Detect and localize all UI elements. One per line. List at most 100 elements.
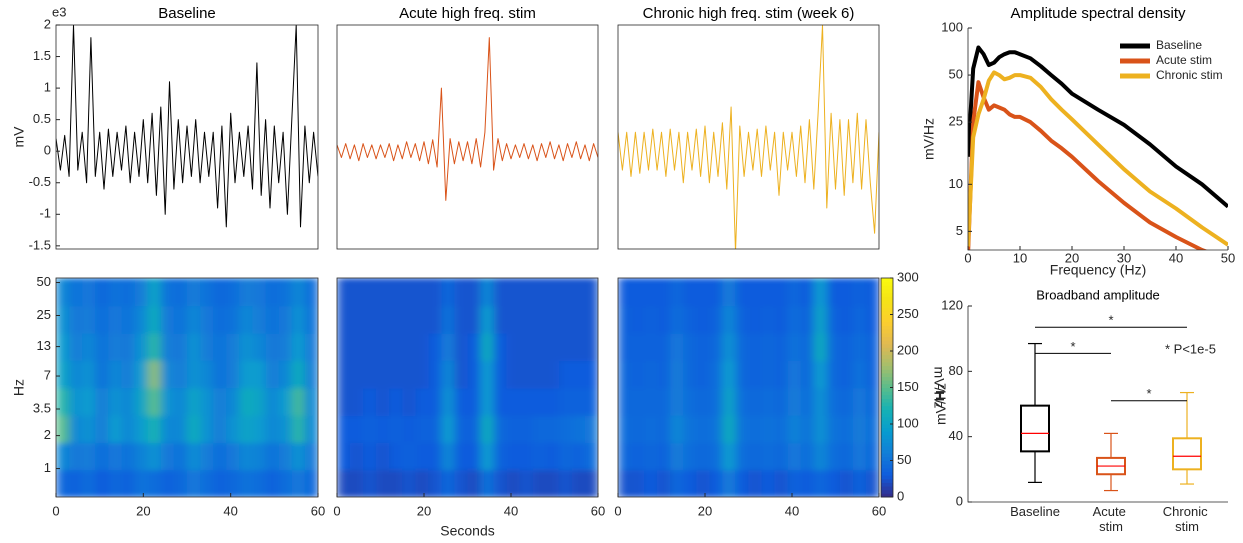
heatmap-cell <box>735 387 750 416</box>
heatmap-cell <box>480 442 495 471</box>
heatmap-cell <box>774 387 789 416</box>
y-tick-label: 120 <box>941 297 963 312</box>
heatmap-cell <box>467 305 482 334</box>
x-tick-label: 20 <box>417 503 431 518</box>
heatmap-cell <box>350 469 364 497</box>
y-tick-label: 40 <box>949 428 963 443</box>
heatmap-cell <box>571 415 586 444</box>
heatmap-cell <box>108 469 123 497</box>
legend-label: Acute stim <box>1156 53 1212 67</box>
heatmap-cell <box>735 469 750 497</box>
heatmap-cell <box>519 360 534 389</box>
heatmap-cell <box>363 442 377 471</box>
y-tick-label: 10 <box>949 176 963 191</box>
heatmap-cell <box>82 360 96 389</box>
heatmap-cell <box>121 278 136 307</box>
heatmap-cell <box>376 469 390 497</box>
heatmap-cell <box>389 333 403 361</box>
heatmap-cell <box>291 360 306 389</box>
heatmap-cell <box>363 333 377 361</box>
heatmap-cell <box>441 305 456 334</box>
y-tick-label: 2 <box>44 16 51 31</box>
heatmap-cell <box>467 278 482 307</box>
colorbar-step <box>881 478 893 483</box>
heatmap-cell <box>748 442 763 471</box>
heatmap-cells <box>618 278 879 497</box>
heatmap-cell <box>291 387 306 416</box>
colorbar-tick-label: 50 <box>897 452 911 467</box>
heatmap-cell <box>571 278 586 307</box>
heatmap-cell <box>454 333 469 361</box>
heatmap-cell <box>389 305 403 334</box>
heatmap-cell <box>350 415 364 444</box>
heatmap-cell <box>618 333 632 361</box>
heatmap-cell <box>173 305 188 334</box>
heatmap-cell <box>826 415 841 444</box>
heatmap-cell <box>618 442 632 471</box>
heatmap-cell <box>278 360 293 389</box>
heatmap-cell <box>519 469 534 497</box>
axes-frame <box>55 277 319 498</box>
heatmap-cell <box>774 415 789 444</box>
heatmap-cell <box>657 278 671 307</box>
heatmap-cell <box>865 278 879 307</box>
heatmap-cell <box>121 415 136 444</box>
y-tick-label: 0 <box>956 493 963 508</box>
heatmap-cell <box>558 442 573 471</box>
heatmap-cell <box>56 278 70 307</box>
y-tick-label: 5 <box>956 223 963 238</box>
heatmap-cell <box>761 442 776 471</box>
heatmap-cell <box>683 442 697 471</box>
heatmap-cell <box>173 442 188 471</box>
heatmap-cell <box>239 360 254 389</box>
heatmap-cell <box>467 360 482 389</box>
heatmap-cell <box>787 333 802 361</box>
heatmap-cell <box>644 333 658 361</box>
heatmap-cell <box>558 387 573 416</box>
heatmap-cell <box>493 442 508 471</box>
heatmap-cell <box>226 333 240 361</box>
heatmap-cell <box>480 333 495 361</box>
y-tick-label: 7 <box>44 367 51 382</box>
heatmap-cell <box>558 278 573 307</box>
heatmap-cell <box>813 333 828 361</box>
heatmap-cell <box>545 305 560 334</box>
heatmap-cell <box>173 278 188 307</box>
heatmap-cell <box>415 387 429 416</box>
heatmap-cell <box>252 469 267 497</box>
colorbar-step <box>881 486 893 491</box>
heatmap-cell <box>415 305 429 334</box>
heatmap-cell <box>800 387 815 416</box>
heatmap-cell <box>134 305 149 334</box>
heatmap-cell <box>584 387 598 416</box>
x-tick-label: 20 <box>1065 250 1079 265</box>
heatmap-cell <box>571 360 586 389</box>
y-tick-label: 3.5 <box>33 400 51 415</box>
heatmap-cell <box>631 387 645 416</box>
heatmap-cell <box>187 387 201 416</box>
plot-area <box>618 25 879 249</box>
heatmap-cell <box>95 333 109 361</box>
heatmap-cell <box>493 278 508 307</box>
heatmap-cell <box>852 360 867 389</box>
heatmap-cell <box>787 360 802 389</box>
heatmap-cell <box>239 387 254 416</box>
x-tick-label: 0 <box>52 503 59 518</box>
heatmap-cell <box>493 469 508 497</box>
heatmap-cell <box>761 333 776 361</box>
heatmap-cell <box>304 415 318 444</box>
heatmap-cell <box>826 387 841 416</box>
heatmap-cell <box>441 333 456 361</box>
heatmap-cell <box>376 305 390 334</box>
heatmap-cell <box>402 278 416 307</box>
colorbar-step <box>881 489 893 494</box>
heatmap-cell <box>761 415 776 444</box>
colorbar-step <box>881 281 893 286</box>
heatmap-cell <box>774 469 789 497</box>
colorbar-step <box>881 365 893 370</box>
colorbar-step <box>881 376 893 381</box>
heatmap-cell <box>774 360 789 389</box>
chart-title: Baseline <box>158 5 216 22</box>
heatmap-cell <box>683 333 697 361</box>
